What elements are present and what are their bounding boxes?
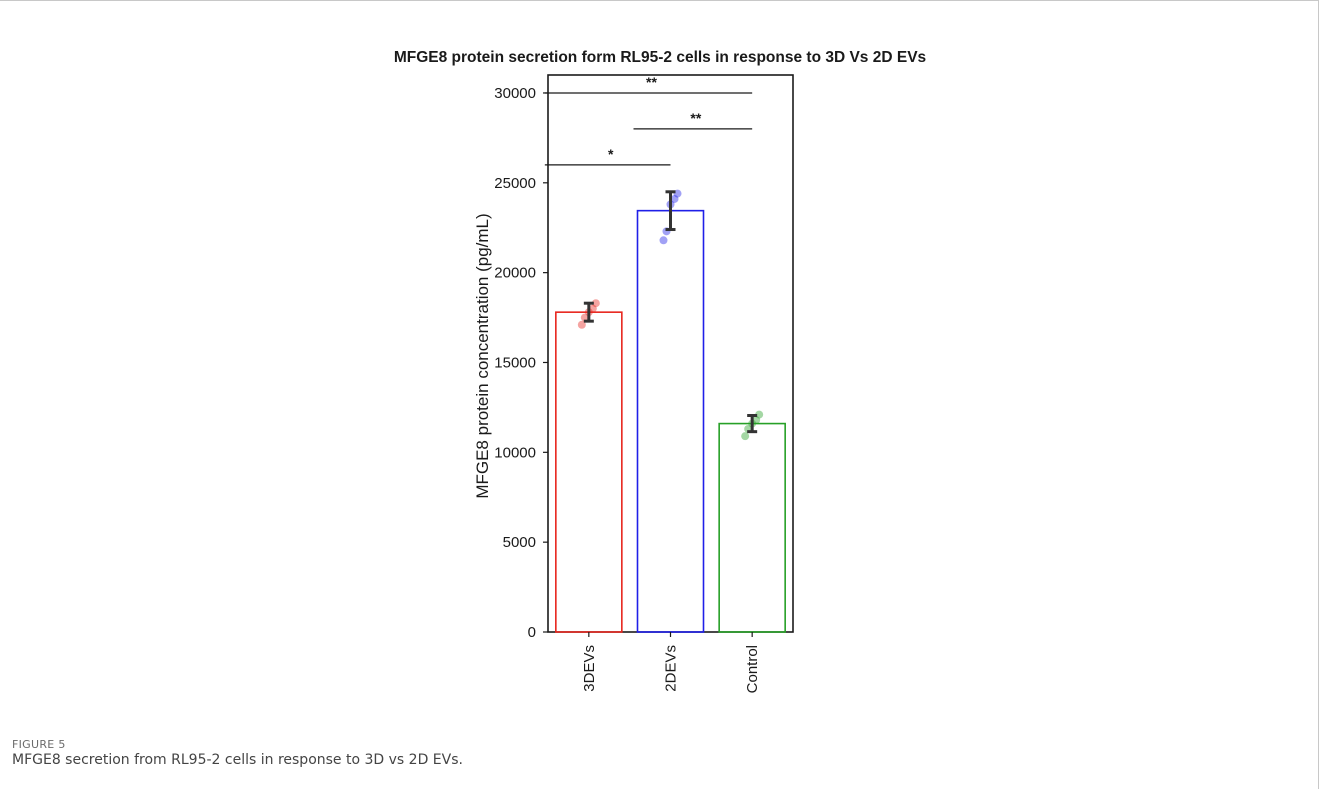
significance-label: ** bbox=[646, 74, 657, 90]
data-point bbox=[670, 194, 679, 203]
significance-label: * bbox=[608, 146, 614, 162]
plot-area: 0 5000 10000 15000 20000 25000 30000 3DEVs 2DEVs… bbox=[494, 74, 794, 693]
bar-control bbox=[718, 422, 786, 633]
y-tick-label: 20000 bbox=[494, 265, 536, 282]
bar-chart: MFGE8 protein secretion form RL95-2 cell… bbox=[394, 49, 926, 693]
y-axis-label: MFGE8 protein concentration (pg/mL) bbox=[473, 213, 492, 498]
y-tick-label: 25000 bbox=[494, 175, 536, 192]
data-point bbox=[580, 313, 589, 322]
bar-2devs bbox=[636, 209, 705, 633]
data-point bbox=[588, 304, 597, 313]
y-tick-label: 30000 bbox=[494, 85, 536, 102]
figure-caption: MFGE8 secretion from RL95-2 cells in res… bbox=[12, 752, 463, 768]
data-point bbox=[659, 236, 668, 245]
x-tick-label: Control bbox=[744, 645, 761, 693]
y-tick-label: 5000 bbox=[503, 534, 536, 551]
data-point bbox=[741, 432, 750, 441]
data-point bbox=[591, 299, 600, 308]
y-tick-label: 0 bbox=[528, 624, 536, 641]
y-tick-label: 10000 bbox=[494, 444, 536, 461]
x-tick-label: 2DEVs bbox=[663, 645, 680, 692]
data-point bbox=[577, 320, 586, 329]
bar-3devs bbox=[555, 311, 623, 633]
x-tick-label: 3DEVs bbox=[581, 645, 598, 692]
plot-frame bbox=[547, 74, 794, 633]
y-tick-label: 15000 bbox=[494, 354, 536, 371]
figure-label: FIGURE 5 bbox=[12, 738, 66, 751]
data-point bbox=[752, 415, 761, 424]
chart-title: MFGE8 protein secretion form RL95-2 cell… bbox=[394, 49, 926, 66]
significance-label: ** bbox=[690, 110, 701, 126]
